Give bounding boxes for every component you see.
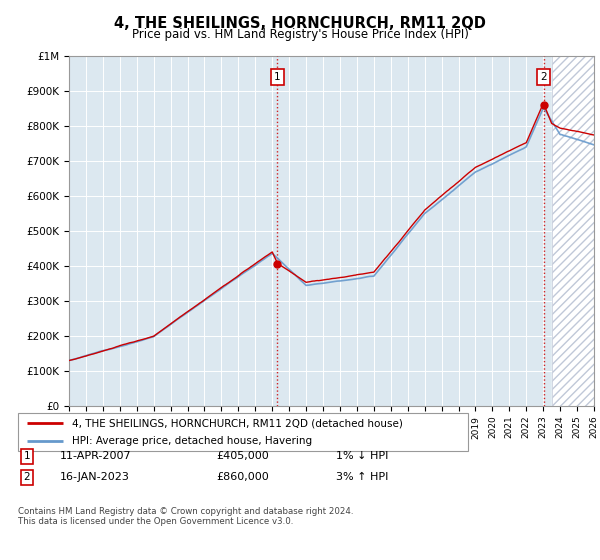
Text: 3% ↑ HPI: 3% ↑ HPI: [336, 472, 388, 482]
Text: 1: 1: [23, 451, 31, 461]
Text: 2: 2: [23, 472, 31, 482]
Bar: [551, 56, 594, 406]
Text: 2: 2: [541, 72, 547, 82]
Text: 1% ↓ HPI: 1% ↓ HPI: [336, 451, 388, 461]
Text: Price paid vs. HM Land Registry's House Price Index (HPI): Price paid vs. HM Land Registry's House …: [131, 28, 469, 41]
Text: 4, THE SHEILINGS, HORNCHURCH, RM11 2QD: 4, THE SHEILINGS, HORNCHURCH, RM11 2QD: [114, 16, 486, 31]
Text: 16-JAN-2023: 16-JAN-2023: [60, 472, 130, 482]
FancyBboxPatch shape: [18, 413, 468, 451]
Text: 11-APR-2007: 11-APR-2007: [60, 451, 131, 461]
Bar: [551, 56, 594, 406]
Text: £860,000: £860,000: [216, 472, 269, 482]
Text: HPI: Average price, detached house, Havering: HPI: Average price, detached house, Have…: [72, 436, 312, 446]
Text: 4, THE SHEILINGS, HORNCHURCH, RM11 2QD (detached house): 4, THE SHEILINGS, HORNCHURCH, RM11 2QD (…: [72, 418, 403, 428]
Text: £405,000: £405,000: [216, 451, 269, 461]
Text: 1: 1: [274, 72, 280, 82]
Text: Contains HM Land Registry data © Crown copyright and database right 2024.
This d: Contains HM Land Registry data © Crown c…: [18, 507, 353, 526]
